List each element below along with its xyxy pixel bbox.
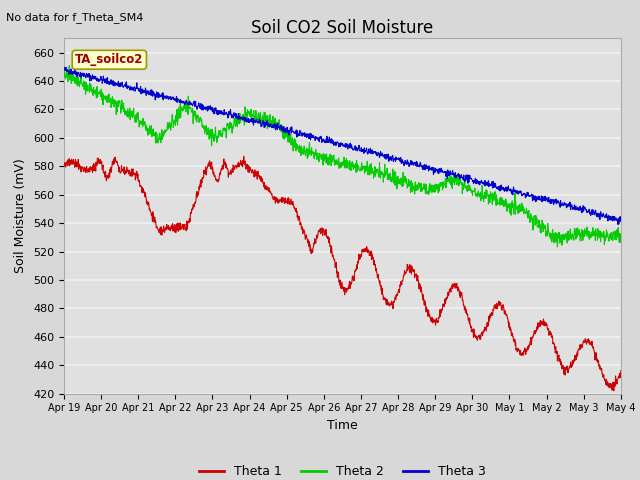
Text: TA_soilco2: TA_soilco2 (75, 53, 143, 66)
X-axis label: Time: Time (327, 419, 358, 432)
Legend: Theta 1, Theta 2, Theta 3: Theta 1, Theta 2, Theta 3 (195, 460, 490, 480)
Title: Soil CO2 Soil Moisture: Soil CO2 Soil Moisture (252, 19, 433, 37)
Y-axis label: Soil Moisture (mV): Soil Moisture (mV) (15, 158, 28, 274)
Text: No data for f_Theta_SM4: No data for f_Theta_SM4 (6, 12, 144, 23)
